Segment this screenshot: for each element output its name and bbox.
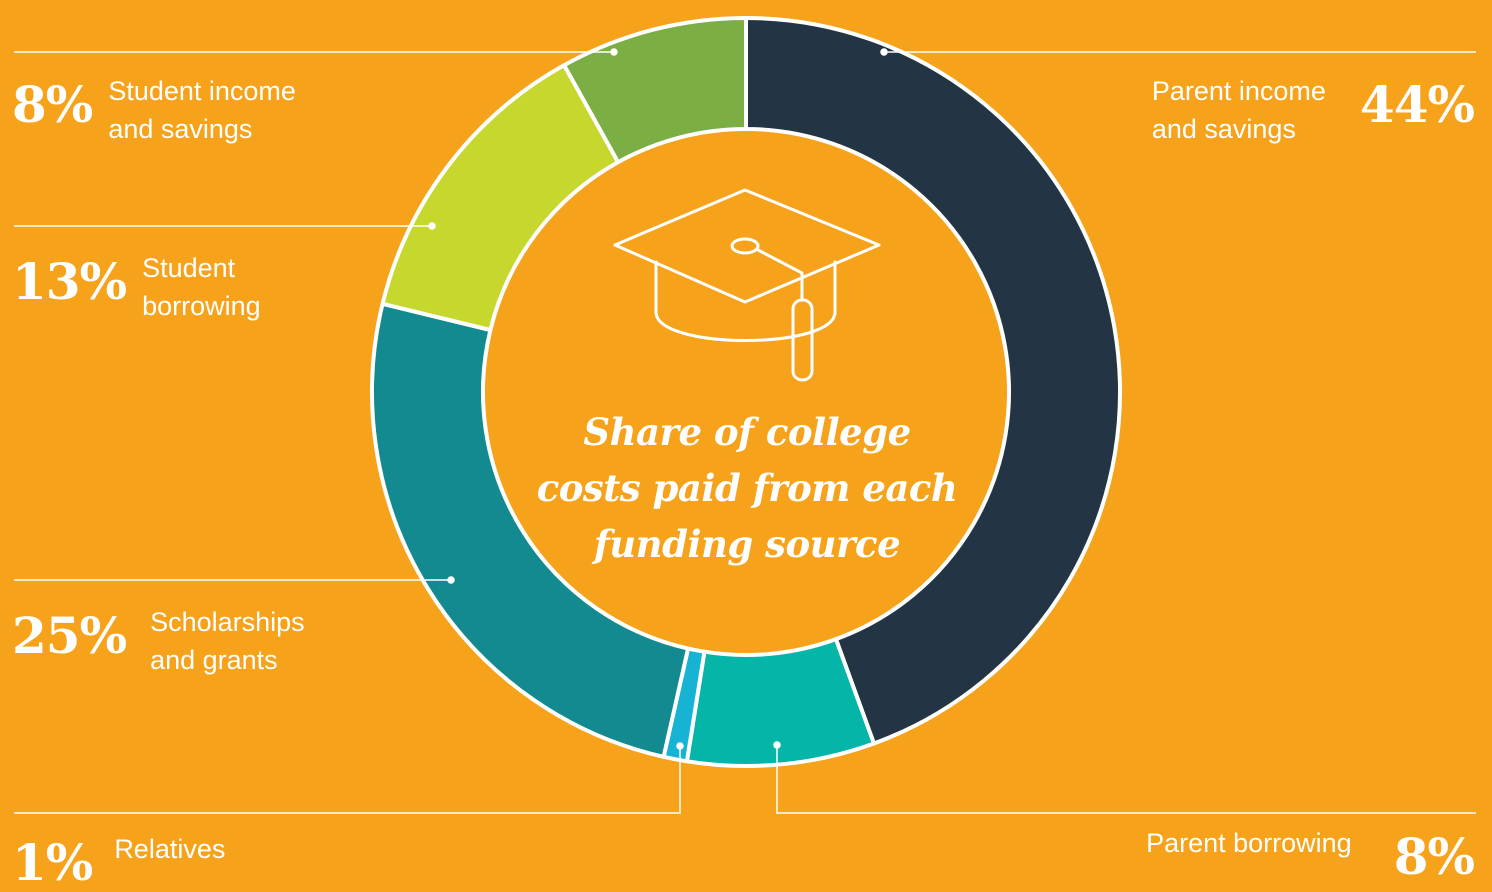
label-student-income: 8% Student income and savings [12, 75, 296, 148]
label-relatives: 1% Relatives [12, 833, 225, 892]
label-scholarships: 25% Scholarships and grants [12, 606, 305, 679]
label-student-borrowing-text: Student borrowing [142, 253, 261, 321]
label-student-borrowing-pct: 13% [12, 252, 127, 311]
label-parent-income-pct: 44% [1359, 75, 1475, 134]
leader-dot-student-income [610, 48, 618, 56]
label-relatives-text: Relatives [114, 834, 226, 864]
label-student-income-pct: 8% [12, 75, 93, 134]
label-parent-borrowing-pct: 8% [1393, 827, 1475, 886]
donut-slices [370, 16, 1122, 768]
label-relatives-pct: 1% [12, 833, 93, 892]
label-student-borrowing: 13% Student borrowing [12, 252, 261, 325]
label-student-income-text: Student income and savings [108, 76, 296, 144]
label-parent-borrowing-text: Parent borrowing [1146, 828, 1352, 858]
leader-line-parent-borrowing [776, 745, 1476, 814]
slice-parent-income-and-savings [744, 16, 1122, 746]
slice-scholarships-and-grants [370, 301, 691, 759]
label-parent-income: Parent income and savings 44% [1152, 75, 1475, 148]
label-scholarships-pct: 25% [12, 606, 127, 665]
leader-dot-parent-income [880, 48, 888, 56]
label-parent-borrowing: Parent borrowing 8% [1146, 827, 1475, 886]
leader-lines [14, 48, 1476, 814]
leader-dot-parent-borrowing [773, 741, 781, 749]
leader-dot-scholarships [447, 576, 455, 584]
graduation-cap-icon [613, 188, 881, 382]
leader-dot-relatives [676, 742, 684, 750]
label-parent-income-text: Parent income and savings [1151, 76, 1326, 144]
leader-line-relatives [14, 746, 681, 814]
leader-dot-student-borrowing [428, 222, 436, 230]
label-scholarships-text: Scholarships and grants [150, 607, 305, 675]
chart-title: Share of college costs paid from each fu… [536, 410, 958, 566]
slice-student-borrowing [380, 63, 621, 332]
slice-student-income-and-savings [562, 16, 748, 165]
